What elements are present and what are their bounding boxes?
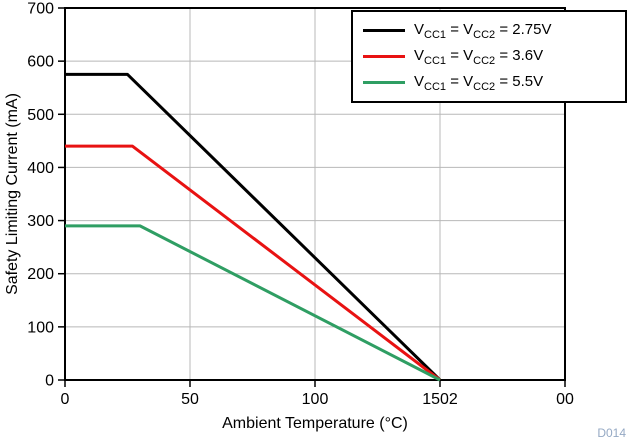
series-line-1	[65, 144, 441, 382]
legend-line-sample	[363, 29, 405, 32]
x-axis-title: Ambient Temperature (°C)	[222, 415, 408, 432]
y-tick-label: 200	[27, 266, 54, 283]
x-tick-label: 00	[556, 391, 574, 408]
x-tick-label: 50	[181, 391, 199, 408]
legend-item: VCC1 = VCC2 = 5.5V	[363, 71, 615, 94]
y-tick-label: 600	[27, 54, 54, 71]
legend-item: VCC1 = VCC2 = 3.6V	[363, 45, 615, 68]
y-tick-label: 0	[45, 373, 54, 390]
legend-line-sample	[363, 81, 405, 84]
series-line-2	[65, 224, 441, 382]
legend-label: VCC1 = VCC2 = 5.5V	[414, 72, 544, 93]
legend-label: VCC1 = VCC2 = 2.75V	[414, 20, 552, 41]
series-line-0	[65, 72, 442, 382]
legend-item: VCC1 = VCC2 = 2.75V	[363, 19, 615, 42]
y-tick-label: 300	[27, 213, 54, 230]
x-tick-label: 100	[302, 391, 329, 408]
y-tick-label: 500	[27, 107, 54, 124]
y-tick-label: 700	[27, 1, 54, 18]
x-tick-label: 0	[61, 391, 70, 408]
legend: VCC1 = VCC2 = 2.75V VCC1 = VCC2 = 3.6V VCC…	[351, 10, 627, 103]
legend-line-sample	[363, 55, 405, 58]
legend-label: VCC1 = VCC2 = 3.6V	[414, 46, 544, 67]
y-axis-title: Safety Limiting Current (mA)	[4, 93, 21, 295]
y-tick-label: 100	[27, 319, 54, 336]
x-tick-label: 1502	[422, 391, 458, 408]
y-tick-label: 400	[27, 160, 54, 177]
watermark: D014	[597, 426, 626, 440]
